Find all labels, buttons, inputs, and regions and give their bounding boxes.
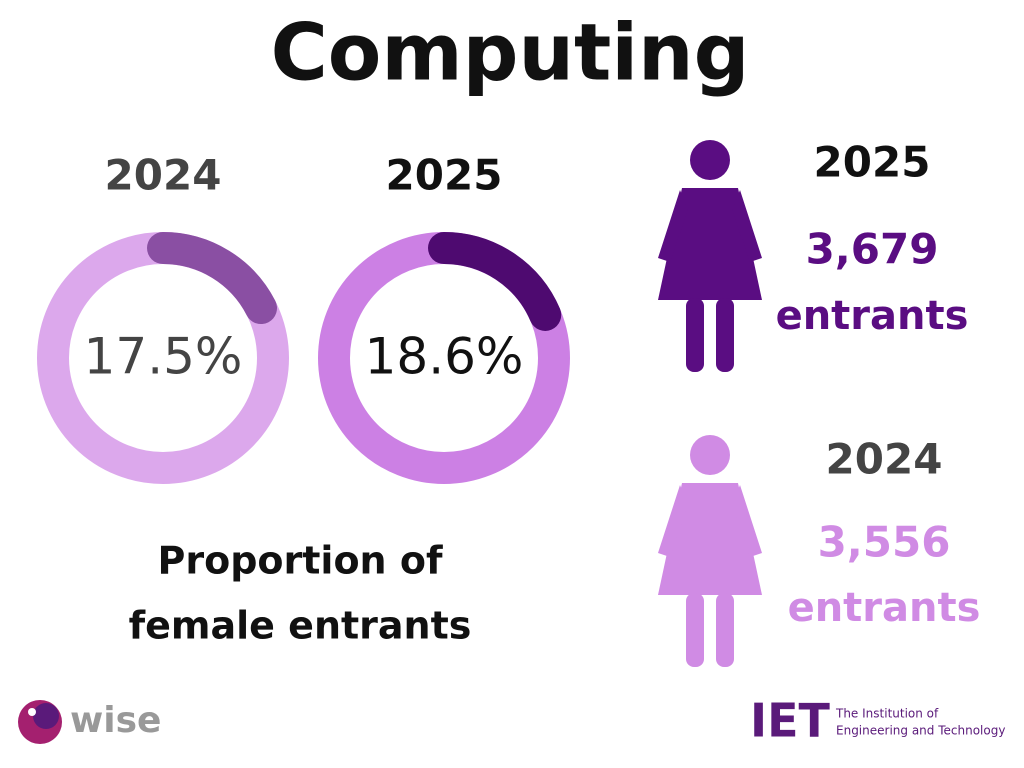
- entrants-year: 2024: [826, 435, 943, 484]
- donut-year: 2024: [105, 151, 222, 200]
- entrants-unit: entrants: [788, 585, 981, 631]
- wise-logo: wise: [18, 700, 161, 744]
- woman-icon: [658, 140, 762, 372]
- entrants-unit: entrants: [776, 293, 969, 339]
- donut-year: 2025: [386, 151, 503, 200]
- caption: Proportion of: [158, 539, 443, 583]
- entrants-count: 3,679: [806, 225, 939, 274]
- iet-name: Engineering and Technology: [836, 724, 1005, 738]
- wise-text: wise: [70, 700, 161, 741]
- iet-name: The Institution of: [835, 707, 939, 721]
- entrants-count: 3,556: [818, 518, 951, 567]
- donut-arc: [428, 232, 562, 331]
- title: Computing: [271, 8, 750, 98]
- entrants-year: 2025: [814, 138, 931, 187]
- donut-label: 18.6%: [365, 328, 524, 386]
- donut-label: 17.5%: [84, 328, 243, 386]
- iet-logo: IET The Institution of Engineering and T…: [750, 694, 1005, 748]
- iet-text: IET: [750, 694, 831, 748]
- donut-arc: [147, 232, 278, 325]
- caption: female entrants: [129, 604, 472, 648]
- woman-icon: [658, 435, 762, 667]
